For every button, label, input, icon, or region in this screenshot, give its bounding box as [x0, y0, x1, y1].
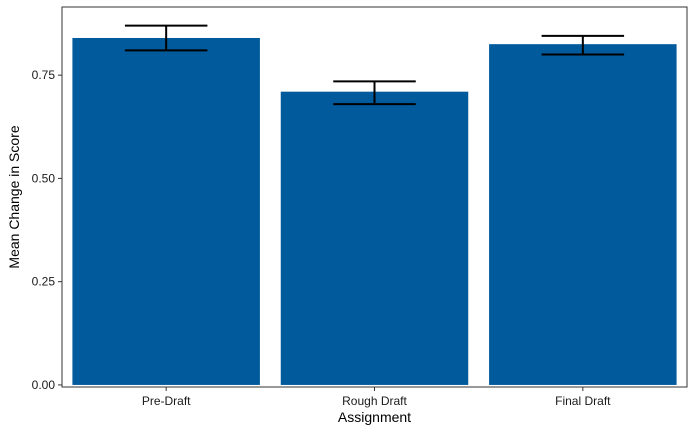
x-axis: Pre-Draft Rough Draft Final Draft	[142, 387, 611, 408]
y-tick-label: 0.75	[32, 68, 56, 82]
bars-layer	[72, 37, 677, 385]
y-tick-label: 0.00	[32, 378, 56, 392]
x-tick-label: Pre-Draft	[142, 394, 191, 408]
y-axis: 0.00 0.25 0.50 0.75	[32, 68, 62, 392]
y-tick-label: 0.50	[32, 171, 56, 185]
bar	[280, 91, 469, 385]
x-tick-label: Final Draft	[555, 394, 611, 408]
x-tick-label: Rough Draft	[342, 394, 407, 408]
bar	[72, 37, 260, 385]
y-tick-label: 0.25	[32, 275, 56, 289]
bar	[489, 44, 677, 385]
error-bars-layer	[124, 24, 625, 106]
x-axis-title: Assignment	[338, 409, 411, 425]
y-axis-title: Mean Change in Score	[6, 125, 22, 268]
